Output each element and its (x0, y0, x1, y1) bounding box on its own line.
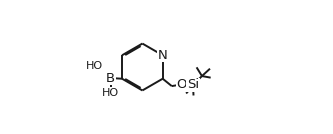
Text: HO: HO (102, 88, 119, 98)
Text: O: O (176, 78, 187, 91)
Text: B: B (106, 72, 115, 85)
Text: HO: HO (86, 61, 103, 70)
Text: N: N (158, 49, 167, 62)
Text: Si: Si (187, 78, 199, 91)
